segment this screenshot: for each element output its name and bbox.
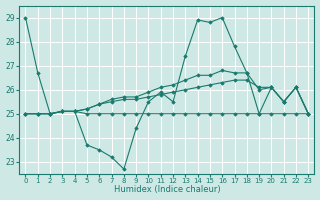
- X-axis label: Humidex (Indice chaleur): Humidex (Indice chaleur): [114, 185, 220, 194]
